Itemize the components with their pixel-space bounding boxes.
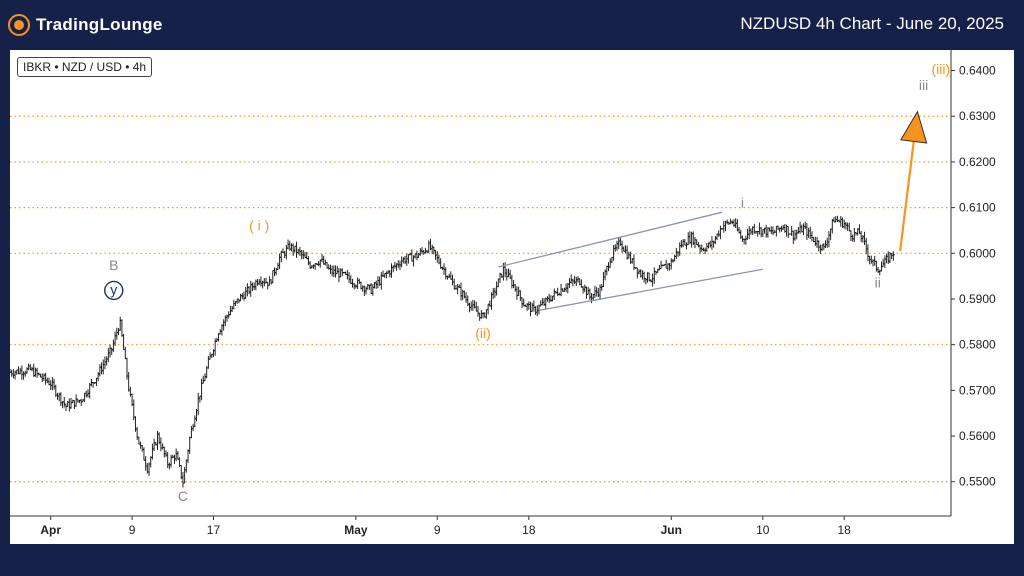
channel-line: [538, 268, 763, 312]
brand-logo-icon: [8, 14, 30, 36]
brand-name: TradingLounge: [36, 15, 163, 34]
projection-arrow-head: [900, 110, 928, 144]
x-tick-label: 17: [207, 523, 221, 537]
chart-panel: 0.6400 0.6300 0.6200 0.6100 0.6000 0.5900 0.58…: [10, 50, 1014, 544]
x-tick-label: 10: [756, 523, 770, 537]
x-tick-label: Apr: [40, 523, 61, 537]
x-tick-label: 18: [838, 523, 852, 537]
y-tick-label: 0.5500: [959, 475, 996, 489]
y-tick-label: 0.5700: [959, 383, 996, 397]
x-tick-label: 9: [434, 523, 441, 537]
brand-logo: TradingLounge: [8, 12, 163, 38]
wave-label: (iii): [931, 61, 950, 77]
y-tick-label: 0.6200: [959, 155, 996, 169]
x-tick-label: May: [344, 523, 368, 537]
x-tick-label: 9: [129, 523, 136, 537]
price-chart: 0.6400 0.6300 0.6200 0.6100 0.6000 0.5900 0.58…: [10, 50, 996, 537]
instrument-label: IBKR • NZD / USD • 4h: [17, 57, 153, 77]
wave-label: iii: [919, 77, 928, 93]
wave-label: ii: [875, 275, 881, 291]
channel-line: [498, 211, 723, 268]
wave-label-circle: [104, 280, 124, 301]
wave-label: y: [110, 281, 117, 297]
y-tick-label: 0.6400: [959, 64, 996, 78]
y-tick-label: 0.6100: [959, 201, 996, 215]
y-tick-label: 0.6300: [959, 109, 996, 123]
chart-title: NZDUSD 4h Chart - June 20, 2025: [740, 14, 1004, 33]
x-tick-label: 18: [522, 523, 536, 537]
wave-label: C: [178, 488, 188, 504]
wave-label: (ii): [475, 325, 491, 341]
header-bar: TradingLounge NZDUSD 4h Chart - June 20,…: [0, 0, 1024, 50]
y-tick-label: 0.5600: [959, 429, 996, 443]
wave-label: ( i ): [249, 217, 269, 233]
y-tick-label: 0.6000: [959, 246, 996, 260]
projection-arrow-shaft: [899, 141, 915, 252]
wave-label: B: [109, 257, 118, 273]
y-tick-label: 0.5800: [959, 338, 996, 352]
y-tick-label: 0.5900: [959, 292, 996, 306]
x-tick-label: Jun: [661, 523, 682, 537]
wave-label: i: [741, 195, 744, 211]
